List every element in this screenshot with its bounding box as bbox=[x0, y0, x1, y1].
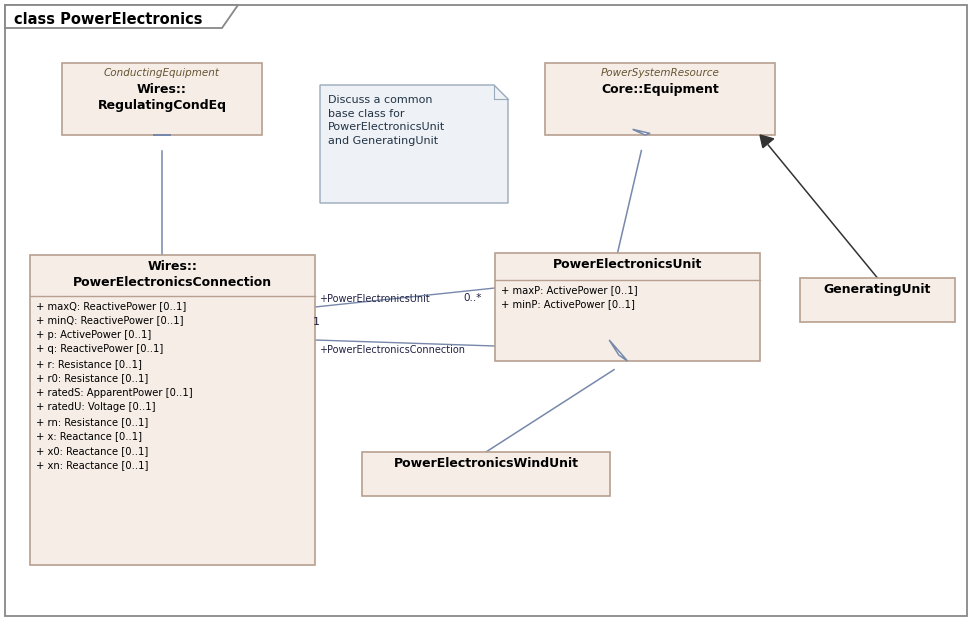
Text: + maxQ: ReactivePower [0..1]: + maxQ: ReactivePower [0..1] bbox=[36, 301, 187, 311]
Bar bbox=[30, 255, 315, 565]
Text: GeneratingUnit: GeneratingUnit bbox=[824, 283, 931, 296]
Polygon shape bbox=[320, 85, 508, 203]
Text: + ratedU: Voltage [0..1]: + ratedU: Voltage [0..1] bbox=[36, 402, 156, 412]
Bar bbox=[800, 278, 955, 322]
Text: 0..*: 0..* bbox=[463, 293, 481, 303]
Text: + minP: ActivePower [0..1]: + minP: ActivePower [0..1] bbox=[501, 299, 635, 309]
Text: +PowerElectronicsUnit: +PowerElectronicsUnit bbox=[319, 294, 430, 304]
Text: + rn: Resistance [0..1]: + rn: Resistance [0..1] bbox=[36, 417, 149, 427]
Text: + xn: Reactance [0..1]: + xn: Reactance [0..1] bbox=[36, 461, 149, 471]
Text: + r: Resistance [0..1]: + r: Resistance [0..1] bbox=[36, 359, 142, 369]
Bar bbox=[362, 452, 610, 496]
Polygon shape bbox=[633, 129, 650, 135]
Text: + x0: Reactance [0..1]: + x0: Reactance [0..1] bbox=[36, 446, 149, 456]
Polygon shape bbox=[609, 340, 628, 361]
Text: Wires::
PowerElectronicsConnection: Wires:: PowerElectronicsConnection bbox=[73, 260, 272, 289]
Text: PowerElectronicsUnit: PowerElectronicsUnit bbox=[553, 258, 702, 271]
Text: class PowerElectronics: class PowerElectronics bbox=[14, 12, 202, 27]
Text: Core::Equipment: Core::Equipment bbox=[601, 83, 719, 96]
Text: + ratedS: ApparentPower [0..1]: + ratedS: ApparentPower [0..1] bbox=[36, 388, 192, 398]
Text: + x: Reactance [0..1]: + x: Reactance [0..1] bbox=[36, 432, 142, 442]
Text: Wires::
RegulatingCondEq: Wires:: RegulatingCondEq bbox=[97, 83, 226, 112]
Polygon shape bbox=[5, 5, 238, 28]
Text: ConductingEquipment: ConductingEquipment bbox=[104, 68, 220, 78]
Text: + r0: Resistance [0..1]: + r0: Resistance [0..1] bbox=[36, 373, 149, 384]
Text: + minQ: ReactivePower [0..1]: + minQ: ReactivePower [0..1] bbox=[36, 315, 184, 325]
Text: 1: 1 bbox=[313, 317, 320, 327]
Text: + q: ReactivePower [0..1]: + q: ReactivePower [0..1] bbox=[36, 345, 163, 355]
Text: PowerElectronicsWindUnit: PowerElectronicsWindUnit bbox=[394, 457, 578, 470]
Text: + maxP: ActivePower [0..1]: + maxP: ActivePower [0..1] bbox=[501, 285, 638, 295]
Text: + p: ActivePower [0..1]: + p: ActivePower [0..1] bbox=[36, 330, 152, 340]
Text: PowerSystemResource: PowerSystemResource bbox=[601, 68, 719, 78]
Bar bbox=[62, 63, 262, 135]
Text: +PowerElectronicsConnection: +PowerElectronicsConnection bbox=[319, 345, 465, 355]
Bar bbox=[545, 63, 775, 135]
Bar bbox=[495, 253, 760, 361]
Text: Discuss a common
base class for
PowerElectronicsUnit
and GeneratingUnit: Discuss a common base class for PowerEle… bbox=[328, 95, 445, 146]
Polygon shape bbox=[760, 135, 774, 148]
